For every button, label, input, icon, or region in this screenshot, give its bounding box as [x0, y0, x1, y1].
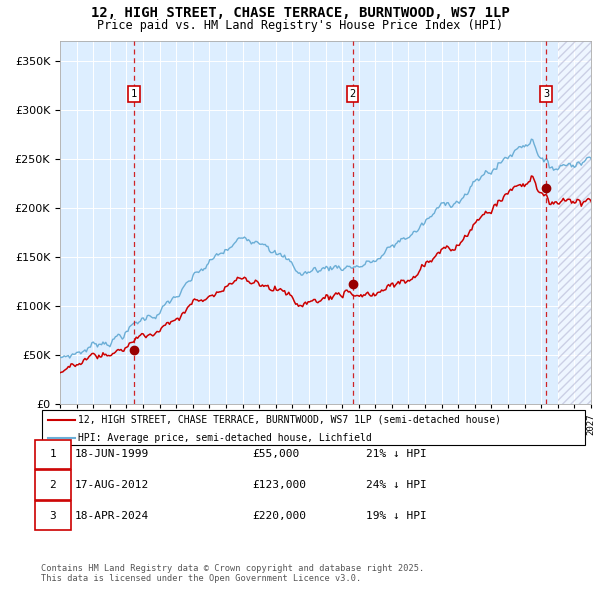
Text: 12, HIGH STREET, CHASE TERRACE, BURNTWOOD, WS7 1LP: 12, HIGH STREET, CHASE TERRACE, BURNTWOO… — [91, 6, 509, 20]
Text: 12, HIGH STREET, CHASE TERRACE, BURNTWOOD, WS7 1LP (semi-detached house): 12, HIGH STREET, CHASE TERRACE, BURNTWOO… — [78, 415, 501, 425]
Text: £55,000: £55,000 — [252, 450, 299, 459]
Text: 24% ↓ HPI: 24% ↓ HPI — [366, 480, 427, 490]
Text: 1: 1 — [131, 89, 137, 99]
Text: Contains HM Land Registry data © Crown copyright and database right 2025.
This d: Contains HM Land Registry data © Crown c… — [41, 563, 424, 583]
Text: 17-AUG-2012: 17-AUG-2012 — [75, 480, 149, 490]
Text: 19% ↓ HPI: 19% ↓ HPI — [366, 511, 427, 520]
Text: 21% ↓ HPI: 21% ↓ HPI — [366, 450, 427, 459]
Text: 18-JUN-1999: 18-JUN-1999 — [75, 450, 149, 459]
Text: 2: 2 — [349, 89, 356, 99]
Text: 3: 3 — [543, 89, 549, 99]
Text: HPI: Average price, semi-detached house, Lichfield: HPI: Average price, semi-detached house,… — [78, 432, 372, 442]
Text: 18-APR-2024: 18-APR-2024 — [75, 511, 149, 520]
Text: Price paid vs. HM Land Registry's House Price Index (HPI): Price paid vs. HM Land Registry's House … — [97, 19, 503, 32]
Text: 1: 1 — [49, 450, 56, 459]
Text: £123,000: £123,000 — [252, 480, 306, 490]
Text: £220,000: £220,000 — [252, 511, 306, 520]
Text: 2: 2 — [49, 480, 56, 490]
Text: 3: 3 — [49, 511, 56, 520]
